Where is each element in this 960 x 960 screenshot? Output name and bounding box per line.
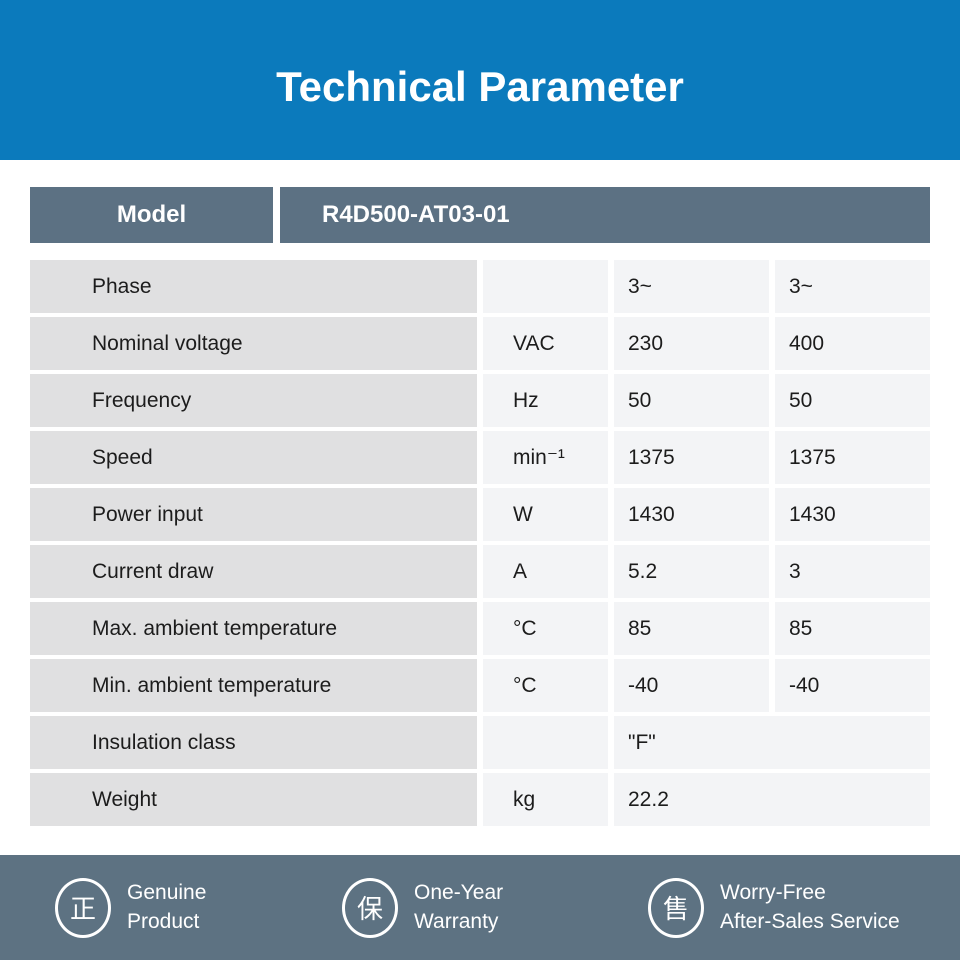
row-value-1: 5.2	[614, 545, 769, 598]
genuine-seal-icon: 正	[55, 877, 111, 938]
row-unit: A	[483, 545, 608, 598]
table-row: Frequency Hz 50 50	[30, 374, 930, 427]
row-value-2: 400	[775, 317, 930, 370]
after-sales-seal-icon: 售	[648, 877, 704, 938]
row-value-1: 85	[614, 602, 769, 655]
title-banner: Technical Parameter	[0, 0, 960, 160]
row-label: Current draw	[30, 545, 477, 598]
table-row: Speed min⁻¹ 1375 1375	[30, 431, 930, 484]
row-value-2: 1430	[775, 488, 930, 541]
table-row: Nominal voltage VAC 230 400	[30, 317, 930, 370]
row-value-1: 3~	[614, 260, 769, 313]
table-row: Min. ambient temperature °C -40 -40	[30, 659, 930, 712]
model-header-label: Model	[30, 187, 273, 243]
page-title: Technical Parameter	[276, 63, 684, 110]
row-value-1: 22.2	[614, 773, 930, 826]
badge-warranty-text: One-Year Warranty	[414, 879, 503, 936]
warranty-seal-icon: 保	[342, 877, 398, 938]
row-unit: °C	[483, 659, 608, 712]
row-value-2: 1375	[775, 431, 930, 484]
table-row: Phase 3~ 3~	[30, 260, 930, 313]
footer-bar: 正 Genuine Product 保 One-Year Warranty 售 …	[0, 855, 960, 960]
row-value-2: 50	[775, 374, 930, 427]
badge-warranty: 保 One-Year Warranty	[342, 877, 503, 938]
row-value-1: 1430	[614, 488, 769, 541]
row-value-2: 3	[775, 545, 930, 598]
badge-text-line: One-Year	[414, 881, 504, 905]
row-label: Nominal voltage	[30, 317, 477, 370]
row-label: Min. ambient temperature	[30, 659, 477, 712]
row-unit: °C	[483, 602, 608, 655]
row-label: Power input	[30, 488, 477, 541]
table-row: Current draw A 5.2 3	[30, 545, 930, 598]
row-unit	[483, 716, 608, 769]
badge-genuine-product: 正 Genuine Product	[55, 877, 206, 938]
badge-after-sales-text: Worry-Free After-Sales Service	[720, 879, 900, 936]
row-value-1: "F"	[614, 716, 930, 769]
model-header-row: Model R4D500-AT03-01	[30, 187, 930, 243]
row-unit: Hz	[483, 374, 608, 427]
badge-text-line: Warranty	[414, 909, 499, 933]
row-label: Insulation class	[30, 716, 477, 769]
row-value-1: 230	[614, 317, 769, 370]
row-value-2: 85	[775, 602, 930, 655]
row-unit: VAC	[483, 317, 608, 370]
row-value-2: 3~	[775, 260, 930, 313]
row-unit: kg	[483, 773, 608, 826]
badge-text-line: After-Sales Service	[720, 909, 900, 933]
row-label: Phase	[30, 260, 477, 313]
badge-text-line: Worry-Free	[720, 881, 826, 905]
row-label: Max. ambient temperature	[30, 602, 477, 655]
table-row: Power input W 1430 1430	[30, 488, 930, 541]
parameter-table: Phase 3~ 3~ Nominal voltage VAC 230 400 …	[30, 260, 930, 826]
badge-after-sales: 售 Worry-Free After-Sales Service	[648, 877, 900, 938]
table-row: Max. ambient temperature °C 85 85	[30, 602, 930, 655]
row-label: Frequency	[30, 374, 477, 427]
badge-text-line: Genuine	[127, 881, 207, 905]
table-row: Weight kg 22.2	[30, 773, 930, 826]
row-value-1: 1375	[614, 431, 769, 484]
row-value-2: -40	[775, 659, 930, 712]
row-label: Weight	[30, 773, 477, 826]
table-row: Insulation class "F"	[30, 716, 930, 769]
model-number: R4D500-AT03-01	[280, 187, 930, 243]
row-value-1: -40	[614, 659, 769, 712]
badge-genuine-text: Genuine Product	[127, 879, 206, 936]
badge-text-line: Product	[127, 909, 200, 933]
row-unit: W	[483, 488, 608, 541]
row-label: Speed	[30, 431, 477, 484]
row-unit: min⁻¹	[483, 431, 608, 484]
row-unit	[483, 260, 608, 313]
row-value-1: 50	[614, 374, 769, 427]
